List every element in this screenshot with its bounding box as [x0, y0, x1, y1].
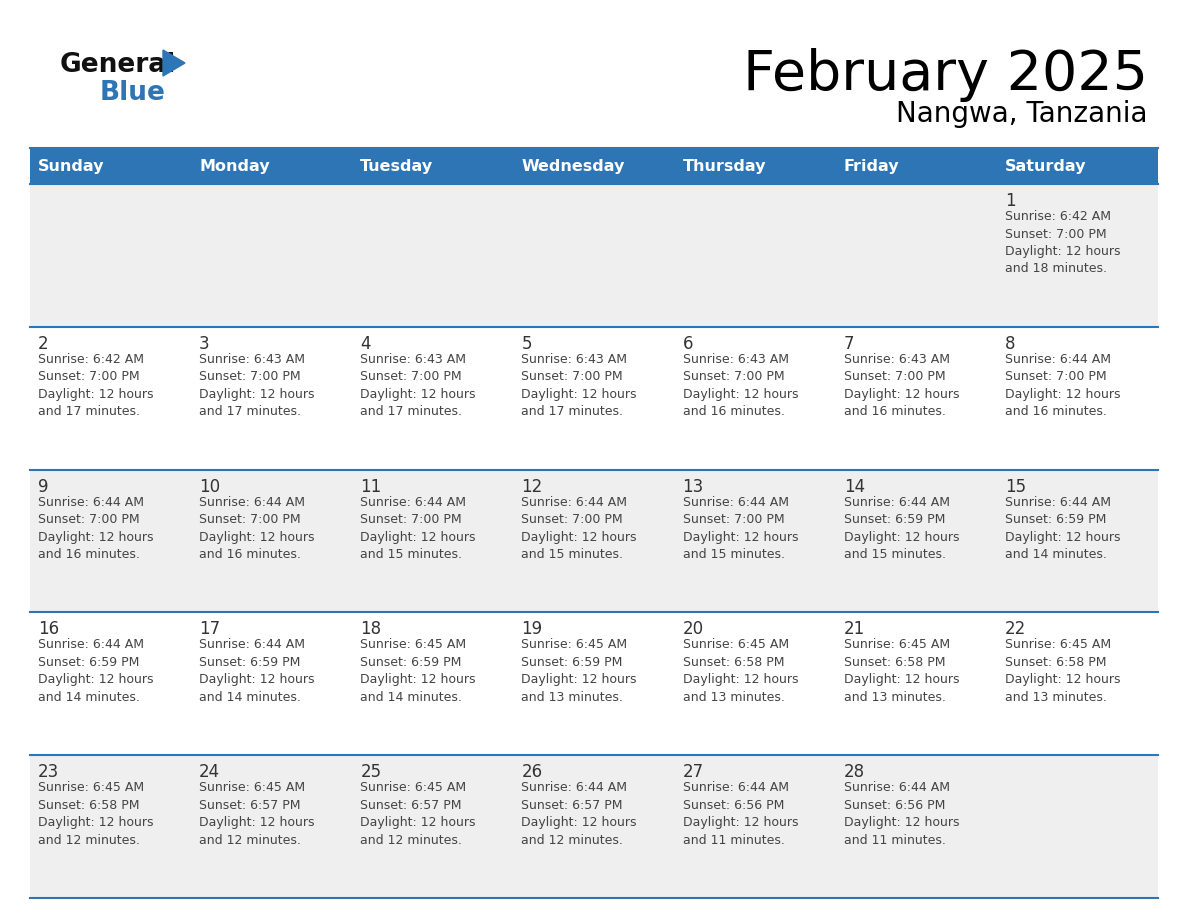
- Text: 15: 15: [1005, 477, 1026, 496]
- Text: 27: 27: [683, 763, 703, 781]
- Bar: [835, 148, 997, 184]
- Text: Monday: Monday: [200, 159, 270, 174]
- Bar: [30, 612, 1158, 756]
- Bar: [30, 184, 1158, 327]
- Text: Sunrise: 6:44 AM
Sunset: 7:00 PM
Daylight: 12 hours
and 16 minutes.: Sunrise: 6:44 AM Sunset: 7:00 PM Dayligh…: [38, 496, 153, 561]
- Text: 22: 22: [1005, 621, 1026, 638]
- Text: Sunrise: 6:44 AM
Sunset: 7:00 PM
Daylight: 12 hours
and 16 minutes.: Sunrise: 6:44 AM Sunset: 7:00 PM Dayligh…: [1005, 353, 1120, 419]
- Text: Sunrise: 6:44 AM
Sunset: 6:56 PM
Daylight: 12 hours
and 11 minutes.: Sunrise: 6:44 AM Sunset: 6:56 PM Dayligh…: [683, 781, 798, 846]
- Text: Sunrise: 6:45 AM
Sunset: 6:57 PM
Daylight: 12 hours
and 12 minutes.: Sunrise: 6:45 AM Sunset: 6:57 PM Dayligh…: [360, 781, 475, 846]
- Bar: [30, 756, 1158, 898]
- Text: Tuesday: Tuesday: [360, 159, 434, 174]
- Text: 2: 2: [38, 335, 49, 353]
- Bar: [30, 327, 1158, 470]
- Text: Blue: Blue: [100, 80, 166, 106]
- Text: Sunrise: 6:45 AM
Sunset: 6:58 PM
Daylight: 12 hours
and 13 minutes.: Sunrise: 6:45 AM Sunset: 6:58 PM Dayligh…: [1005, 638, 1120, 704]
- Text: Sunrise: 6:44 AM
Sunset: 7:00 PM
Daylight: 12 hours
and 16 minutes.: Sunrise: 6:44 AM Sunset: 7:00 PM Dayligh…: [200, 496, 315, 561]
- Text: Saturday: Saturday: [1005, 159, 1086, 174]
- Text: 21: 21: [843, 621, 865, 638]
- Text: Sunrise: 6:45 AM
Sunset: 6:59 PM
Daylight: 12 hours
and 13 minutes.: Sunrise: 6:45 AM Sunset: 6:59 PM Dayligh…: [522, 638, 637, 704]
- Text: Nangwa, Tanzania: Nangwa, Tanzania: [897, 100, 1148, 128]
- Text: 9: 9: [38, 477, 49, 496]
- Bar: [30, 148, 191, 184]
- Text: Friday: Friday: [843, 159, 899, 174]
- Text: 24: 24: [200, 763, 220, 781]
- Bar: [30, 470, 1158, 612]
- Text: Sunrise: 6:44 AM
Sunset: 7:00 PM
Daylight: 12 hours
and 15 minutes.: Sunrise: 6:44 AM Sunset: 7:00 PM Dayligh…: [360, 496, 475, 561]
- Text: 4: 4: [360, 335, 371, 353]
- Bar: [191, 148, 353, 184]
- Text: 19: 19: [522, 621, 543, 638]
- Text: Sunrise: 6:42 AM
Sunset: 7:00 PM
Daylight: 12 hours
and 18 minutes.: Sunrise: 6:42 AM Sunset: 7:00 PM Dayligh…: [1005, 210, 1120, 275]
- Text: Sunrise: 6:44 AM
Sunset: 6:59 PM
Daylight: 12 hours
and 14 minutes.: Sunrise: 6:44 AM Sunset: 6:59 PM Dayligh…: [200, 638, 315, 704]
- Text: Sunrise: 6:44 AM
Sunset: 6:59 PM
Daylight: 12 hours
and 15 minutes.: Sunrise: 6:44 AM Sunset: 6:59 PM Dayligh…: [843, 496, 959, 561]
- Bar: [513, 148, 675, 184]
- Text: Sunrise: 6:43 AM
Sunset: 7:00 PM
Daylight: 12 hours
and 17 minutes.: Sunrise: 6:43 AM Sunset: 7:00 PM Dayligh…: [360, 353, 475, 419]
- Text: 11: 11: [360, 477, 381, 496]
- Text: 1: 1: [1005, 192, 1016, 210]
- Bar: [997, 148, 1158, 184]
- Text: Sunrise: 6:44 AM
Sunset: 7:00 PM
Daylight: 12 hours
and 15 minutes.: Sunrise: 6:44 AM Sunset: 7:00 PM Dayligh…: [683, 496, 798, 561]
- Text: Sunrise: 6:44 AM
Sunset: 6:59 PM
Daylight: 12 hours
and 14 minutes.: Sunrise: 6:44 AM Sunset: 6:59 PM Dayligh…: [38, 638, 153, 704]
- Text: 3: 3: [200, 335, 210, 353]
- Text: 28: 28: [843, 763, 865, 781]
- Bar: [353, 148, 513, 184]
- Text: 25: 25: [360, 763, 381, 781]
- Text: Sunrise: 6:43 AM
Sunset: 7:00 PM
Daylight: 12 hours
and 17 minutes.: Sunrise: 6:43 AM Sunset: 7:00 PM Dayligh…: [522, 353, 637, 419]
- Text: Sunrise: 6:43 AM
Sunset: 7:00 PM
Daylight: 12 hours
and 16 minutes.: Sunrise: 6:43 AM Sunset: 7:00 PM Dayligh…: [843, 353, 959, 419]
- Text: February 2025: February 2025: [742, 48, 1148, 102]
- Text: 23: 23: [38, 763, 59, 781]
- Text: 18: 18: [360, 621, 381, 638]
- Bar: [675, 148, 835, 184]
- Text: Sunrise: 6:44 AM
Sunset: 6:56 PM
Daylight: 12 hours
and 11 minutes.: Sunrise: 6:44 AM Sunset: 6:56 PM Dayligh…: [843, 781, 959, 846]
- Text: 26: 26: [522, 763, 543, 781]
- Text: 12: 12: [522, 477, 543, 496]
- Polygon shape: [163, 50, 185, 76]
- Text: Sunrise: 6:45 AM
Sunset: 6:59 PM
Daylight: 12 hours
and 14 minutes.: Sunrise: 6:45 AM Sunset: 6:59 PM Dayligh…: [360, 638, 475, 704]
- Text: 6: 6: [683, 335, 693, 353]
- Text: Wednesday: Wednesday: [522, 159, 625, 174]
- Text: 8: 8: [1005, 335, 1016, 353]
- Text: Sunrise: 6:43 AM
Sunset: 7:00 PM
Daylight: 12 hours
and 17 minutes.: Sunrise: 6:43 AM Sunset: 7:00 PM Dayligh…: [200, 353, 315, 419]
- Text: Sunrise: 6:42 AM
Sunset: 7:00 PM
Daylight: 12 hours
and 17 minutes.: Sunrise: 6:42 AM Sunset: 7:00 PM Dayligh…: [38, 353, 153, 419]
- Text: Sunrise: 6:44 AM
Sunset: 6:57 PM
Daylight: 12 hours
and 12 minutes.: Sunrise: 6:44 AM Sunset: 6:57 PM Dayligh…: [522, 781, 637, 846]
- Text: 5: 5: [522, 335, 532, 353]
- Text: 14: 14: [843, 477, 865, 496]
- Text: Sunrise: 6:44 AM
Sunset: 6:59 PM
Daylight: 12 hours
and 14 minutes.: Sunrise: 6:44 AM Sunset: 6:59 PM Dayligh…: [1005, 496, 1120, 561]
- Text: 13: 13: [683, 477, 703, 496]
- Text: 7: 7: [843, 335, 854, 353]
- Text: Sunrise: 6:45 AM
Sunset: 6:58 PM
Daylight: 12 hours
and 13 minutes.: Sunrise: 6:45 AM Sunset: 6:58 PM Dayligh…: [683, 638, 798, 704]
- Text: Sunrise: 6:43 AM
Sunset: 7:00 PM
Daylight: 12 hours
and 16 minutes.: Sunrise: 6:43 AM Sunset: 7:00 PM Dayligh…: [683, 353, 798, 419]
- Text: Thursday: Thursday: [683, 159, 766, 174]
- Text: Sunrise: 6:45 AM
Sunset: 6:58 PM
Daylight: 12 hours
and 12 minutes.: Sunrise: 6:45 AM Sunset: 6:58 PM Dayligh…: [38, 781, 153, 846]
- Text: 20: 20: [683, 621, 703, 638]
- Text: Sunrise: 6:45 AM
Sunset: 6:57 PM
Daylight: 12 hours
and 12 minutes.: Sunrise: 6:45 AM Sunset: 6:57 PM Dayligh…: [200, 781, 315, 846]
- Text: 17: 17: [200, 621, 220, 638]
- Text: General: General: [61, 52, 176, 78]
- Text: Sunday: Sunday: [38, 159, 105, 174]
- Text: 16: 16: [38, 621, 59, 638]
- Text: 10: 10: [200, 477, 220, 496]
- Text: Sunrise: 6:45 AM
Sunset: 6:58 PM
Daylight: 12 hours
and 13 minutes.: Sunrise: 6:45 AM Sunset: 6:58 PM Dayligh…: [843, 638, 959, 704]
- Text: Sunrise: 6:44 AM
Sunset: 7:00 PM
Daylight: 12 hours
and 15 minutes.: Sunrise: 6:44 AM Sunset: 7:00 PM Dayligh…: [522, 496, 637, 561]
